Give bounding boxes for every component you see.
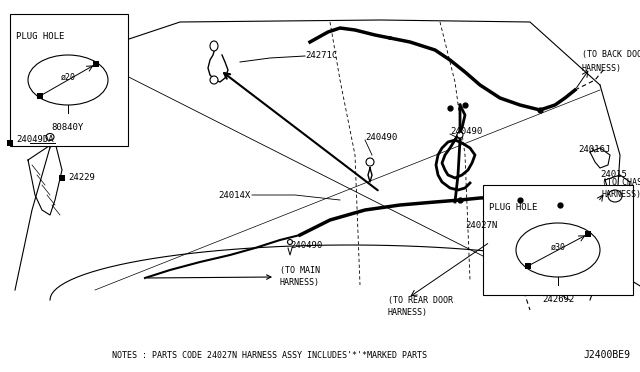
Text: J2400BE9: J2400BE9 [583,350,630,360]
Text: PLUG HOLE: PLUG HOLE [489,203,538,212]
Text: (TO MAIN: (TO MAIN [280,266,320,275]
Text: HARNESS): HARNESS) [280,279,320,288]
Ellipse shape [28,55,108,105]
Text: 242692: 242692 [542,295,574,304]
Bar [585,231,591,237]
Text: ø20: ø20 [61,73,76,81]
Text: 240490: 240490 [365,134,397,142]
Ellipse shape [516,223,600,277]
Text: (TO BACK DOOR: (TO BACK DOOR [582,51,640,60]
Bar [7,140,13,146]
Text: 24229: 24229 [68,173,95,183]
Ellipse shape [46,134,54,141]
Bar [525,263,531,269]
Bar [59,175,65,181]
Text: HARNESS): HARNESS) [582,64,622,73]
Text: 24027N: 24027N [465,221,497,230]
Text: 240490: 240490 [450,128,483,137]
Ellipse shape [210,41,218,51]
Text: HARNESS): HARNESS) [388,308,428,317]
Ellipse shape [457,132,463,138]
Bar [37,93,43,99]
Text: (TO CHASSIS: (TO CHASSIS [602,177,640,186]
Bar [93,61,99,67]
Bar [483,185,633,295]
Text: 240490: 240490 [290,241,323,250]
Text: 80840Y: 80840Y [52,123,84,132]
Text: (TO REAR DOOR: (TO REAR DOOR [388,295,453,305]
Ellipse shape [608,190,622,202]
Text: 24016J: 24016J [578,145,611,154]
Ellipse shape [287,240,292,244]
Text: 24014X: 24014X [218,190,250,199]
Text: ø30: ø30 [550,243,566,251]
Ellipse shape [366,158,374,166]
Text: PLUG HOLE: PLUG HOLE [16,32,65,41]
Text: NOTES : PARTS CODE 24027N HARNESS ASSY INCLUDES'*'*MARKED PARTS: NOTES : PARTS CODE 24027N HARNESS ASSY I… [112,350,427,359]
Text: HARNESS): HARNESS) [602,190,640,199]
Bar [10,14,128,146]
Text: 24015: 24015 [600,170,627,179]
Text: 24271C: 24271C [305,51,337,61]
Ellipse shape [210,76,218,84]
Text: 24049DA: 24049DA [16,135,54,144]
